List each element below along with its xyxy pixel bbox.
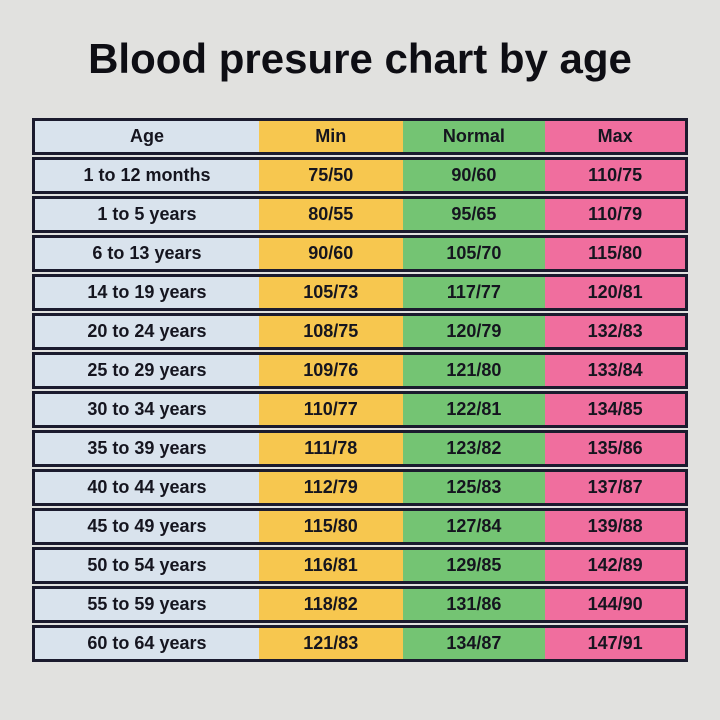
- header-max: Max: [545, 121, 685, 152]
- table-row: 55 to 59 years 118/82 131/86 144/90: [32, 586, 688, 623]
- table-row: 6 to 13 years 90/60 105/70 115/80: [32, 235, 688, 272]
- header-age: Age: [35, 121, 259, 152]
- min-pressure-cell: 115/80: [258, 511, 403, 542]
- age-range-cell: 45 to 49 years: [35, 511, 259, 542]
- header-normal: Normal: [402, 121, 546, 152]
- age-range-cell: 55 to 59 years: [35, 589, 259, 620]
- title-container: Blood presure chart by age: [0, 0, 720, 118]
- max-pressure-cell: 132/83: [545, 316, 685, 347]
- normal-pressure-cell: 90/60: [402, 160, 546, 191]
- min-pressure-cell: 118/82: [258, 589, 403, 620]
- age-range-cell: 30 to 34 years: [35, 394, 259, 425]
- min-pressure-cell: 108/75: [258, 316, 403, 347]
- table-row: 14 to 19 years 105/73 117/77 120/81: [32, 274, 688, 311]
- min-pressure-cell: 105/73: [258, 277, 403, 308]
- age-range-cell: 40 to 44 years: [35, 472, 259, 503]
- age-range-cell: 20 to 24 years: [35, 316, 259, 347]
- normal-pressure-cell: 95/65: [402, 199, 546, 230]
- max-pressure-cell: 147/91: [545, 628, 685, 659]
- blood-pressure-table: Age Min Normal Max 1 to 12 months 75/50 …: [32, 118, 688, 662]
- normal-pressure-cell: 121/80: [402, 355, 546, 386]
- min-pressure-cell: 90/60: [258, 238, 403, 269]
- table-row: 20 to 24 years 108/75 120/79 132/83: [32, 313, 688, 350]
- table-row: 35 to 39 years 111/78 123/82 135/86: [32, 430, 688, 467]
- min-pressure-cell: 75/50: [258, 160, 403, 191]
- table-row: 1 to 5 years 80/55 95/65 110/79: [32, 196, 688, 233]
- min-pressure-cell: 116/81: [258, 550, 403, 581]
- normal-pressure-cell: 134/87: [402, 628, 546, 659]
- age-range-cell: 6 to 13 years: [35, 238, 259, 269]
- normal-pressure-cell: 131/86: [402, 589, 546, 620]
- max-pressure-cell: 144/90: [545, 589, 685, 620]
- age-range-cell: 1 to 12 months: [35, 160, 259, 191]
- table-row: 1 to 12 months 75/50 90/60 110/75: [32, 157, 688, 194]
- max-pressure-cell: 120/81: [545, 277, 685, 308]
- normal-pressure-cell: 123/82: [402, 433, 546, 464]
- max-pressure-cell: 110/79: [545, 199, 685, 230]
- normal-pressure-cell: 120/79: [402, 316, 546, 347]
- max-pressure-cell: 142/89: [545, 550, 685, 581]
- table-row: 40 to 44 years 112/79 125/83 137/87: [32, 469, 688, 506]
- max-pressure-cell: 115/80: [545, 238, 685, 269]
- normal-pressure-cell: 127/84: [402, 511, 546, 542]
- page-title: Blood presure chart by age: [88, 35, 632, 82]
- header-min: Min: [258, 121, 403, 152]
- age-range-cell: 1 to 5 years: [35, 199, 259, 230]
- max-pressure-cell: 139/88: [545, 511, 685, 542]
- age-range-cell: 35 to 39 years: [35, 433, 259, 464]
- table-row: 45 to 49 years 115/80 127/84 139/88: [32, 508, 688, 545]
- max-pressure-cell: 110/75: [545, 160, 685, 191]
- max-pressure-cell: 133/84: [545, 355, 685, 386]
- min-pressure-cell: 112/79: [258, 472, 403, 503]
- min-pressure-cell: 121/83: [258, 628, 403, 659]
- normal-pressure-cell: 122/81: [402, 394, 546, 425]
- table-row: 30 to 34 years 110/77 122/81 134/85: [32, 391, 688, 428]
- min-pressure-cell: 109/76: [258, 355, 403, 386]
- min-pressure-cell: 80/55: [258, 199, 403, 230]
- max-pressure-cell: 137/87: [545, 472, 685, 503]
- table-row: 25 to 29 years 109/76 121/80 133/84: [32, 352, 688, 389]
- age-range-cell: 14 to 19 years: [35, 277, 259, 308]
- max-pressure-cell: 134/85: [545, 394, 685, 425]
- normal-pressure-cell: 125/83: [402, 472, 546, 503]
- min-pressure-cell: 111/78: [258, 433, 403, 464]
- normal-pressure-cell: 117/77: [402, 277, 546, 308]
- table-row: 60 to 64 years 121/83 134/87 147/91: [32, 625, 688, 662]
- max-pressure-cell: 135/86: [545, 433, 685, 464]
- min-pressure-cell: 110/77: [258, 394, 403, 425]
- normal-pressure-cell: 129/85: [402, 550, 546, 581]
- age-range-cell: 25 to 29 years: [35, 355, 259, 386]
- age-range-cell: 50 to 54 years: [35, 550, 259, 581]
- age-range-cell: 60 to 64 years: [35, 628, 259, 659]
- table-row: 50 to 54 years 116/81 129/85 142/89: [32, 547, 688, 584]
- table-header-row: Age Min Normal Max: [32, 118, 688, 155]
- normal-pressure-cell: 105/70: [402, 238, 546, 269]
